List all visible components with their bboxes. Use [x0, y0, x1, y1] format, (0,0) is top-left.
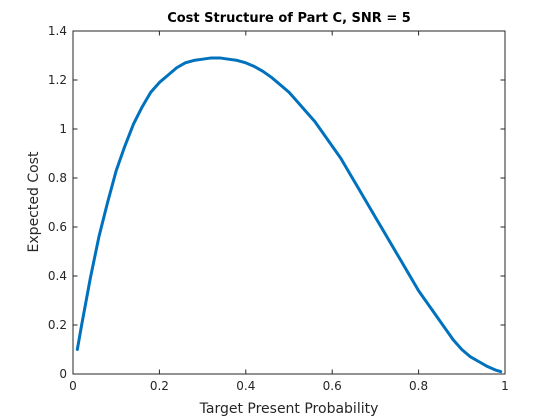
x-tick-label: 0.4	[236, 379, 255, 393]
y-tick-label: 0.8	[48, 171, 67, 185]
y-tick-label: 0.2	[48, 318, 67, 332]
x-axis-label: Target Present Probability	[199, 401, 379, 417]
y-tick-label: 1	[59, 122, 67, 136]
y-axis-label: Expected Cost	[26, 151, 42, 252]
y-tick-label: 0	[59, 367, 67, 381]
plot-area: 0 0.2 0.4 0.6 0.8 1 0 0.2 0.4 0.6 0.8 1 1.2 1.4	[48, 24, 509, 393]
x-tick-label: 1	[501, 379, 509, 393]
x-tick-label: 0.8	[409, 379, 428, 393]
y-tick-label: 1.2	[48, 73, 67, 87]
y-tick-label: 1.4	[48, 24, 67, 38]
y-tick-label: 0.4	[48, 269, 67, 283]
x-tick-label: 0.2	[150, 379, 169, 393]
x-tick-label: 0	[69, 379, 77, 393]
x-tick-label: 0.6	[323, 379, 342, 393]
y-tick-label: 0.6	[48, 220, 67, 234]
chart-title: Cost Structure of Part C, SNR = 5	[167, 11, 411, 26]
